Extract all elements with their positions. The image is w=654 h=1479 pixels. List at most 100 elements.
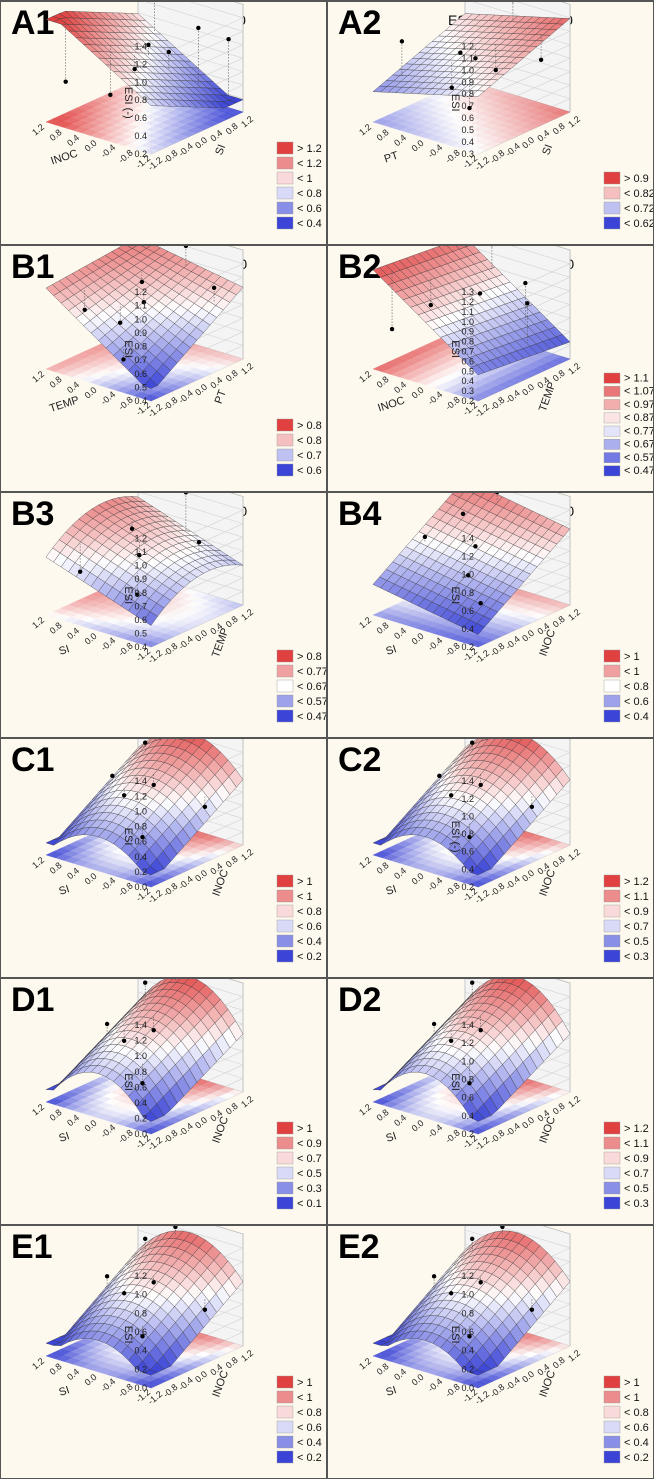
x-tick-label: 1.2: [357, 855, 373, 871]
legend-label: < 1.075: [624, 386, 654, 398]
y-tick-label: -0.4: [177, 874, 195, 892]
legend-label: < 0.5: [624, 936, 649, 948]
y-tick-label: 1.2: [566, 361, 582, 377]
data-point: [400, 39, 404, 43]
data-point: [122, 1039, 126, 1043]
x-tick-label: 1.2: [357, 122, 373, 138]
data-point: [449, 1291, 453, 1295]
legend-label: < 0.6: [297, 465, 322, 477]
x-axis-label: PT: [383, 150, 400, 166]
legend-label: > 0.9: [624, 173, 649, 185]
y-tick-label: 0.0: [193, 1369, 209, 1385]
data-point: [203, 1308, 207, 1312]
data-point: [118, 320, 122, 324]
legend-label: < 0.3: [624, 1198, 649, 1210]
legend-swatch: [277, 1197, 293, 1209]
legend-label: < 0.6: [297, 921, 322, 933]
legend-swatch: [604, 905, 620, 917]
legend-swatch: [604, 1122, 620, 1134]
legend-label: > 1.2: [624, 1123, 649, 1135]
legend-swatch: [604, 172, 620, 184]
x-tick-label: 0.4: [65, 1113, 81, 1129]
legend-swatch: [277, 710, 293, 722]
legend: > 1.1< 1.075< 0.975< 0.875< 0.775< 0.675…: [604, 372, 654, 477]
z-tick-label: 0.6: [461, 606, 474, 616]
z-tick-label: 1.4: [134, 41, 147, 51]
z-tick-label: 1.1: [461, 53, 474, 63]
z-tick-label: 0.4: [134, 131, 147, 141]
z-tick-label: 0.2: [134, 1364, 147, 1374]
legend-label: < 0.725: [624, 203, 654, 215]
z-tick-label: 1.0: [461, 65, 474, 75]
z-tick-label: 0.4: [461, 1346, 474, 1356]
legend-swatch: [277, 449, 293, 461]
z-tick-label: 0.2: [134, 867, 147, 877]
y-tick-label: 0.8: [551, 368, 567, 384]
z-axis-label: ESI: [122, 828, 134, 846]
legend-label: < 1.1: [624, 1138, 649, 1150]
y-tick-label: -0.4: [177, 141, 195, 159]
data-point: [167, 50, 171, 54]
legend-label: < 0.675: [624, 439, 654, 451]
y-tick-label: 1.2: [239, 1348, 255, 1364]
z-tick-label: 0.4: [461, 376, 474, 386]
y-tick-label: 0.4: [208, 375, 224, 391]
z-tick-label: 1.4: [134, 1020, 147, 1030]
z-tick-label: 0.6: [134, 113, 147, 123]
z-tick-label: 1.0: [134, 1290, 147, 1300]
x-axis-label: SI: [58, 1130, 72, 1145]
z-axis-label: ESI: [122, 1326, 134, 1344]
chart-panel-b1: B1ESI; WAS; Others=01.21.11.00.90.80.70.…: [0, 245, 327, 492]
chart-panel-d1: D1ESI; WAS1.41.21.00.80.60.40.20.0ESI1.2…: [0, 978, 327, 1225]
z-tick-label: 1.2: [461, 297, 474, 307]
legend-swatch: [277, 920, 293, 932]
legend-label: < 0.825: [624, 188, 654, 200]
z-axis-label: ESI: [449, 1326, 461, 1344]
legend-label: < 0.6: [624, 696, 649, 708]
z-tick-label: 0.7: [134, 601, 147, 611]
z-axis-label: ESI: [122, 340, 134, 358]
z-tick-label: 0.7: [134, 355, 147, 365]
x-axis-label: SI: [385, 883, 399, 898]
z-axis-label: ESI (-): [122, 87, 134, 119]
legend-swatch: [277, 905, 293, 917]
x-tick-label: 0.0: [410, 1372, 426, 1388]
x-tick-label: 1.2: [30, 615, 46, 631]
data-point: [470, 980, 474, 984]
z-tick-label: 1.0: [461, 570, 474, 580]
legend-swatch: [604, 950, 620, 962]
x-tick-label: 0.0: [83, 385, 99, 401]
z-tick-label: 1.2: [461, 41, 474, 51]
x-tick-label: 0.0: [83, 138, 99, 154]
x-tick-label: 1.2: [357, 1356, 373, 1372]
data-point: [63, 79, 67, 83]
data-point: [152, 783, 156, 787]
x-tick-label: -0.8: [116, 1382, 134, 1400]
data-point: [432, 1022, 436, 1026]
z-tick-label: 1.2: [461, 552, 474, 562]
data-point: [432, 1274, 436, 1278]
data-point: [110, 774, 114, 778]
z-tick-label: 0.5: [134, 382, 147, 392]
legend-label: < 0.3: [297, 1183, 322, 1195]
legend-swatch: [604, 1137, 620, 1149]
z-tick-label: 1.2: [461, 794, 474, 804]
data-point: [437, 774, 441, 778]
z-tick-label: 0.8: [461, 588, 474, 598]
y-tick-label: 1.2: [239, 1094, 255, 1110]
legend-label: < 0.9: [297, 1138, 322, 1150]
legend-label: > 1: [624, 651, 640, 663]
z-tick-label: 1.0: [461, 1056, 474, 1066]
legend-label: < 1: [624, 1392, 640, 1404]
x-axis-label: SI: [58, 643, 72, 658]
chart-panel-b2: B2ESI; WAS; Others=01.31.21.11.00.90.80.…: [327, 245, 654, 492]
z-tick-label: 0.4: [134, 1346, 147, 1356]
legend-swatch: [604, 1376, 620, 1388]
legend-swatch: [277, 419, 293, 431]
x-tick-label: 0.4: [392, 626, 408, 642]
y-tick-label: -0.4: [177, 1121, 195, 1139]
legend-swatch: [604, 890, 620, 902]
legend-label: < 0.575: [624, 452, 654, 464]
legend-label: > 1: [297, 1377, 313, 1389]
data-point: [423, 535, 427, 539]
